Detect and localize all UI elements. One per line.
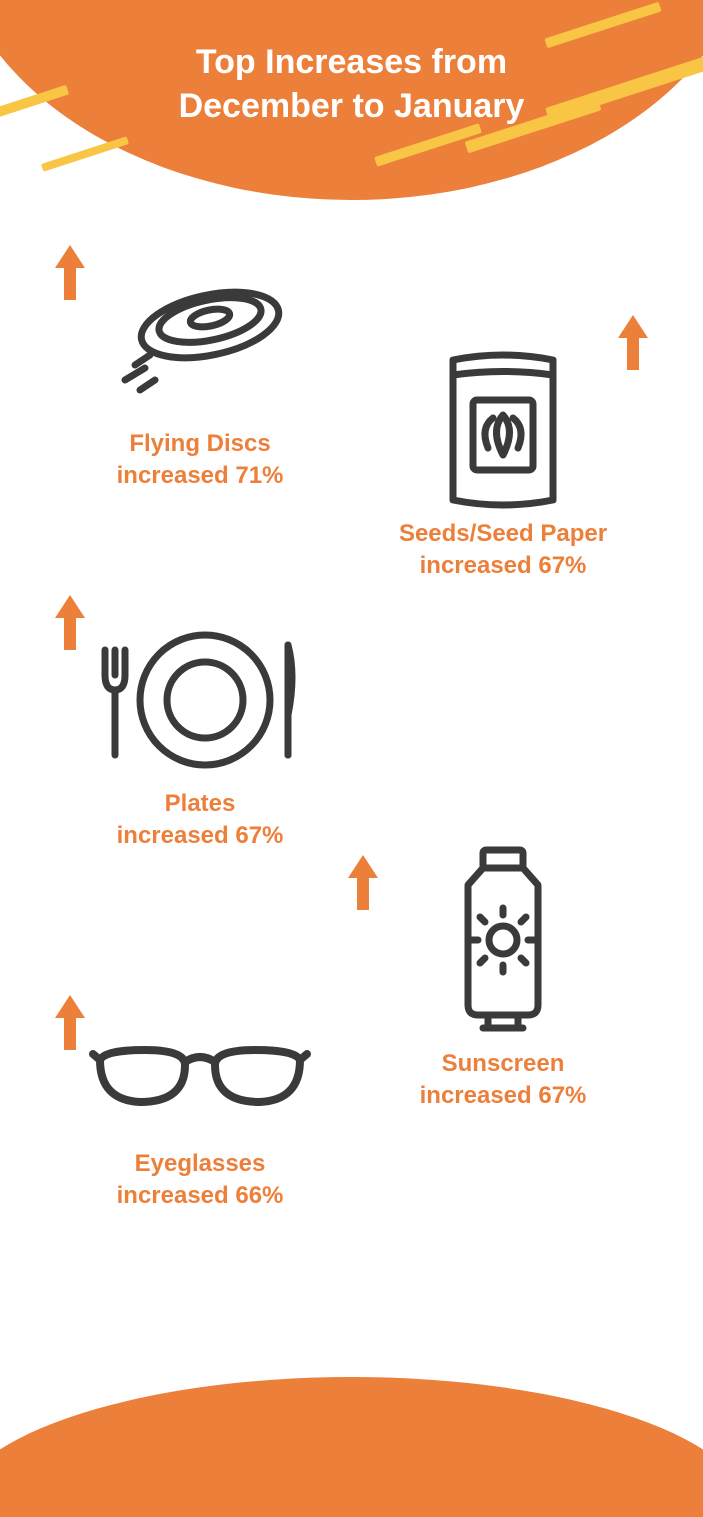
item-label: Plates increased 67% bbox=[60, 788, 340, 853]
item-label: Flying Discs increased 71% bbox=[60, 428, 340, 493]
page-title: Top Increases from December to January bbox=[0, 0, 703, 128]
plate-icon bbox=[60, 620, 340, 780]
title-line-2: December to January bbox=[179, 87, 525, 125]
eyeglasses-icon bbox=[60, 1020, 340, 1140]
item-sunscreen: Sunscreen increased 67% bbox=[363, 840, 643, 1113]
item-flying-discs: Flying Discs increased 71% bbox=[60, 260, 340, 493]
item-eyeglasses: Eyeglasses increased 66% bbox=[60, 1020, 340, 1213]
flying-disc-icon bbox=[60, 260, 340, 420]
item-label: Sunscreen increased 67% bbox=[363, 1048, 643, 1113]
header: Top Increases from December to January bbox=[0, 0, 703, 200]
title-line-1: Top Increases from bbox=[196, 43, 507, 81]
item-label: Seeds/Seed Paper increased 67% bbox=[363, 518, 643, 583]
sunscreen-icon bbox=[363, 840, 643, 1040]
arrow-up-icon bbox=[343, 850, 383, 920]
arrow-up-icon bbox=[50, 240, 90, 310]
seed-packet-icon bbox=[363, 350, 643, 510]
arrow-up-icon bbox=[613, 310, 653, 380]
item-plates: Plates increased 67% bbox=[60, 620, 340, 853]
item-seeds: Seeds/Seed Paper increased 67% bbox=[363, 350, 643, 583]
item-label: Eyeglasses increased 66% bbox=[60, 1148, 340, 1213]
arrow-up-icon bbox=[50, 590, 90, 660]
arrow-up-icon bbox=[50, 990, 90, 1060]
footer-curve bbox=[0, 1377, 703, 1517]
